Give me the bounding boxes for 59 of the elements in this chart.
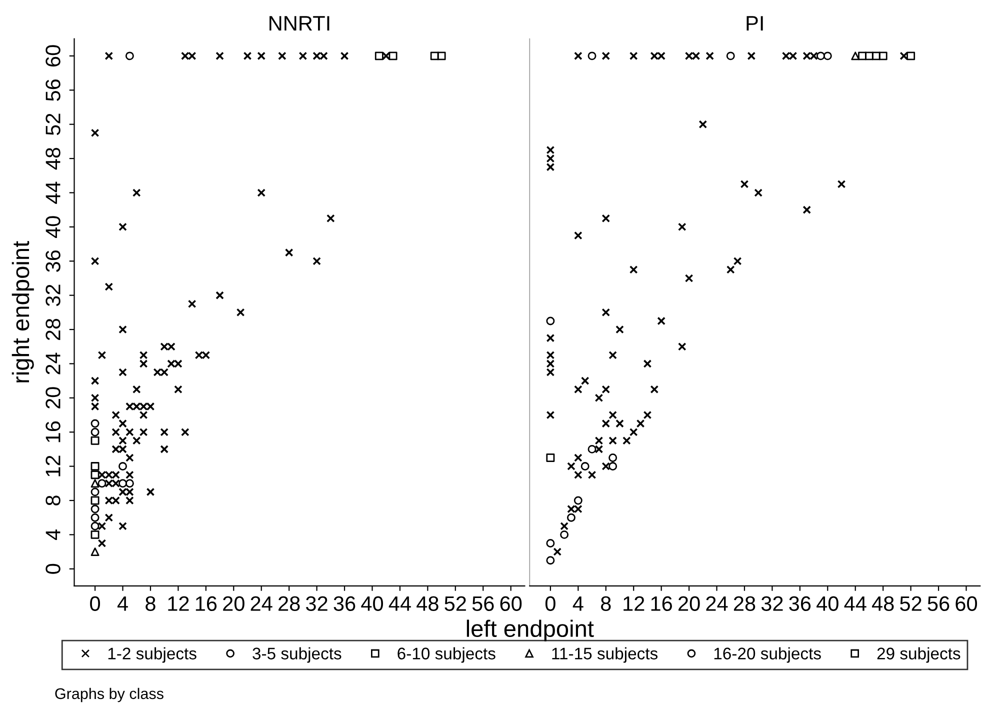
x-tick-label: 4 — [572, 596, 584, 611]
y-tick-label: 56 — [46, 79, 60, 101]
x-tick-label: 52 — [900, 596, 922, 612]
y-tick-label: 40 — [46, 216, 60, 238]
chart-title: PI — [746, 16, 763, 30]
y-tick-label: 52 — [46, 114, 60, 136]
x-tick-label: 24 — [250, 596, 272, 611]
chart-title: NNRTI — [270, 16, 330, 30]
y-tick-label: 48 — [46, 148, 60, 170]
x-tick-label: 8 — [600, 596, 611, 612]
text: Graphs by class — [55, 688, 164, 702]
x-tick-label: 0 — [90, 596, 100, 612]
y-axis-title: right endpoint — [12, 241, 34, 382]
y-tick-label: 0 — [46, 564, 60, 574]
x-tick-label: 56 — [928, 596, 950, 612]
x-tick-label: 12 — [624, 596, 644, 611]
legend-label: 3-5 subjects — [252, 647, 342, 663]
legend-label: 16-20 subjects — [714, 647, 821, 663]
x-tick-label: 8 — [146, 596, 156, 612]
x-tick-label: 16 — [651, 596, 672, 612]
x-tick-label: 60 — [956, 596, 978, 612]
x-tick-label: 32 — [761, 596, 783, 612]
y-tick-label: 8 — [46, 496, 60, 506]
y-tick-label: 12 — [46, 456, 60, 476]
y-tick-label: 60 — [46, 45, 60, 66]
x-tick-label: 44 — [388, 596, 411, 611]
y-tick-label: 16 — [46, 421, 60, 442]
x-tick-label: 44 — [844, 596, 866, 611]
y-tick-label: 36 — [46, 250, 60, 272]
x-tick-label: 20 — [678, 596, 700, 612]
y-tick-label: 4 — [46, 530, 60, 540]
legend-label: 1-2 subjects — [108, 647, 196, 663]
x-tick-label: 24 — [706, 596, 728, 611]
x-tick-label: 36 — [789, 596, 811, 612]
x-tick-label: 4 — [117, 596, 128, 611]
x-tick-label: 56 — [472, 596, 494, 612]
y-tick-label: 32 — [46, 284, 60, 306]
y-tick-label: 44 — [46, 182, 60, 204]
x-tick-label: 48 — [872, 596, 894, 612]
x-tick-label: 52 — [444, 596, 466, 612]
x-tick-label: 36 — [334, 596, 356, 612]
x-tick-label: 40 — [361, 596, 384, 612]
x-tick-label: 28 — [278, 596, 300, 612]
x-tick-label: 60 — [500, 596, 522, 612]
y-tick-label: 28 — [46, 318, 60, 340]
x-tick-label: 20 — [223, 596, 244, 612]
legend-label: 6-10 subjects — [398, 647, 496, 663]
x-tick-label: 32 — [306, 596, 328, 612]
y-tick-label: 20 — [46, 387, 60, 408]
x-tick-label: 12 — [168, 596, 189, 611]
x-tick-label: 0 — [545, 596, 556, 612]
y-tick-label: 24 — [46, 352, 60, 374]
x-tick-label: 40 — [816, 596, 838, 612]
x-axis-title: left endpoint — [466, 620, 594, 642]
legend-label: 29 subjects — [877, 647, 960, 663]
x-tick-label: 28 — [734, 596, 756, 612]
legend-label: 11-15 subjects — [552, 647, 658, 663]
x-tick-label: 16 — [196, 596, 217, 612]
x-tick-label: 48 — [416, 596, 438, 612]
